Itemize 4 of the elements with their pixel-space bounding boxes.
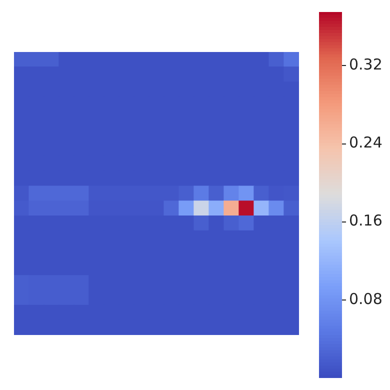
- color-bar-label: 0.32: [349, 56, 382, 74]
- color-bar-label: 0.16: [349, 212, 382, 230]
- color-bar-label: 0.08: [349, 290, 382, 308]
- color-bar-label: 0.24: [349, 134, 382, 152]
